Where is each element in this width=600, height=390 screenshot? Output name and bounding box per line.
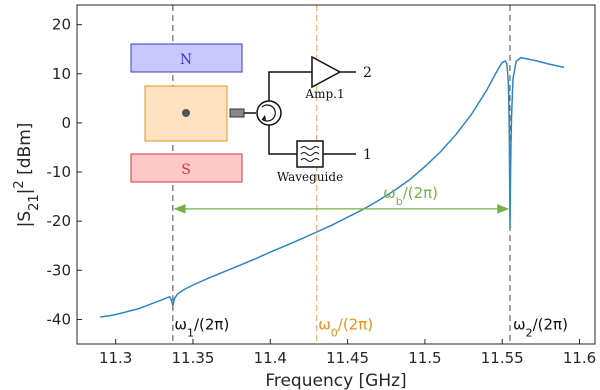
waveguide-filter-icon [296,140,324,168]
x-tick-label: 11.3 [99,349,132,367]
x-axis-label: Frequency [GHz] [265,371,406,390]
y-axis-label: |S21|2 [dBm] [12,123,42,228]
x-tick-label: 11.5 [408,349,441,367]
omega1-label: ω1/(2π) [174,315,229,339]
port1-label: 1 [363,147,372,163]
omegab-label: ωb/(2π) [383,184,438,208]
sample-sphere [182,109,190,117]
x-tick-label: 11.45 [326,349,369,367]
south-label: S [181,162,191,178]
omega2-label: ω2/(2π) [513,315,568,339]
waveguide-label: Waveguide [277,170,343,184]
plot-frame [76,4,596,345]
amp-branch-line [268,71,312,101]
port2-label: 2 [363,65,372,81]
series-line [100,56,565,318]
x-tick-label: 11.55 [481,349,524,367]
y-tick-label: 20 [52,16,71,34]
amplifier-icon [311,55,342,89]
x-tick-label: 11.35 [171,349,214,367]
y-tick-label: -10 [47,163,72,181]
y-tick-label: -40 [47,310,72,328]
amp-label: Amp.1 [304,87,344,101]
y-tick-label: 10 [52,65,71,83]
omega0-label: ω0/(2π) [318,315,373,339]
x-tick-label: 11.6 [563,349,596,367]
y-tick-label: -20 [47,212,72,230]
north-magnet [130,43,243,73]
south-magnet [130,153,243,183]
wg-branch-line [268,125,297,155]
ticks-layer: 11.3 11.35 11.4 11.45 11.5 11.55 11.6 -40 -30 -20… [47,16,597,367]
connector [229,108,245,118]
setup-schematic: N S 2 Amp.1 1 Waveguide [130,43,372,184]
reference-lines [172,5,511,344]
north-label: N [180,52,192,68]
y-tick-label: 0 [61,114,71,132]
circulator-arrow [261,104,276,122]
y-tick-label: -30 [47,261,72,279]
x-tick-label: 11.4 [254,349,287,367]
